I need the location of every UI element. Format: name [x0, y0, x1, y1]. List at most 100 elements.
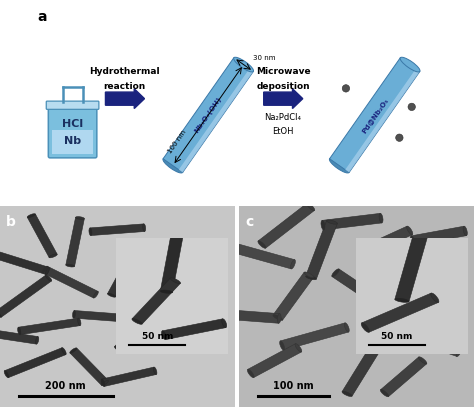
Ellipse shape [280, 341, 284, 350]
Polygon shape [329, 58, 420, 173]
Ellipse shape [380, 389, 389, 397]
Ellipse shape [304, 272, 314, 278]
Text: c: c [245, 214, 254, 229]
Polygon shape [342, 346, 381, 396]
Ellipse shape [414, 248, 425, 252]
Polygon shape [273, 272, 314, 320]
Ellipse shape [327, 220, 337, 224]
Ellipse shape [101, 380, 109, 385]
Ellipse shape [75, 217, 84, 219]
Ellipse shape [456, 348, 462, 357]
Text: Microwave: Microwave [256, 68, 310, 77]
Text: 100 nm: 100 nm [167, 129, 188, 155]
Polygon shape [231, 243, 295, 269]
Ellipse shape [307, 203, 315, 210]
Ellipse shape [114, 346, 121, 352]
Polygon shape [381, 357, 427, 396]
Polygon shape [411, 226, 466, 245]
Text: Hydrothermal: Hydrothermal [90, 68, 160, 77]
Polygon shape [160, 234, 183, 292]
Polygon shape [102, 367, 156, 387]
Ellipse shape [395, 298, 409, 302]
Text: 50 nm: 50 nm [381, 332, 412, 341]
Ellipse shape [18, 327, 21, 335]
Ellipse shape [160, 290, 173, 293]
Polygon shape [306, 221, 337, 279]
Ellipse shape [295, 344, 302, 352]
FancyArrow shape [105, 89, 145, 109]
Ellipse shape [371, 345, 381, 350]
Text: 50 nm: 50 nm [142, 332, 173, 341]
Ellipse shape [356, 320, 361, 330]
Circle shape [396, 134, 403, 141]
Ellipse shape [407, 226, 413, 235]
Ellipse shape [151, 309, 158, 315]
Ellipse shape [49, 254, 57, 258]
FancyBboxPatch shape [46, 101, 99, 109]
FancyBboxPatch shape [48, 107, 97, 158]
Ellipse shape [414, 331, 418, 340]
Ellipse shape [89, 228, 92, 236]
Text: a: a [37, 10, 47, 24]
Ellipse shape [170, 278, 181, 284]
Polygon shape [0, 249, 49, 274]
Polygon shape [345, 69, 420, 173]
Polygon shape [406, 249, 425, 303]
Ellipse shape [410, 236, 415, 245]
Polygon shape [66, 217, 84, 266]
Text: Na₂PdCl₄: Na₂PdCl₄ [264, 113, 301, 122]
Ellipse shape [101, 379, 105, 387]
Ellipse shape [4, 371, 9, 378]
Polygon shape [395, 234, 428, 302]
Ellipse shape [463, 226, 467, 236]
Polygon shape [115, 309, 157, 351]
Polygon shape [0, 329, 38, 344]
Ellipse shape [291, 260, 295, 269]
Ellipse shape [73, 311, 75, 318]
Ellipse shape [383, 304, 391, 311]
Text: HCl: HCl [62, 119, 83, 129]
Ellipse shape [163, 158, 183, 173]
Ellipse shape [329, 158, 349, 173]
Ellipse shape [379, 213, 383, 223]
Ellipse shape [153, 367, 157, 374]
Ellipse shape [93, 291, 98, 298]
Ellipse shape [36, 337, 39, 344]
Polygon shape [53, 130, 93, 154]
Polygon shape [179, 69, 254, 173]
Ellipse shape [413, 234, 428, 238]
Polygon shape [0, 275, 52, 317]
Ellipse shape [46, 275, 52, 281]
FancyArrow shape [264, 89, 303, 109]
Ellipse shape [258, 241, 266, 248]
Ellipse shape [247, 369, 254, 378]
Polygon shape [18, 318, 80, 335]
Ellipse shape [345, 323, 349, 332]
Polygon shape [27, 214, 57, 258]
Polygon shape [90, 224, 145, 236]
Ellipse shape [66, 264, 74, 267]
Ellipse shape [400, 57, 420, 72]
Polygon shape [332, 269, 391, 311]
Ellipse shape [43, 266, 47, 273]
Ellipse shape [273, 315, 283, 320]
Polygon shape [402, 328, 461, 357]
Text: reaction: reaction [104, 82, 146, 91]
Polygon shape [70, 348, 109, 385]
Ellipse shape [27, 214, 36, 218]
Polygon shape [5, 348, 66, 378]
Text: Nb₃O₇(OH): Nb₃O₇(OH) [193, 96, 223, 134]
Polygon shape [163, 319, 226, 339]
Polygon shape [43, 266, 98, 298]
Ellipse shape [342, 391, 352, 396]
Ellipse shape [162, 331, 166, 340]
Ellipse shape [306, 276, 316, 280]
Text: EtOH: EtOH [272, 127, 294, 136]
Ellipse shape [46, 267, 49, 275]
Polygon shape [362, 293, 438, 332]
Ellipse shape [277, 314, 281, 323]
Ellipse shape [62, 348, 66, 354]
Polygon shape [223, 309, 280, 323]
Text: 200 nm: 200 nm [46, 381, 86, 391]
Ellipse shape [132, 319, 142, 324]
